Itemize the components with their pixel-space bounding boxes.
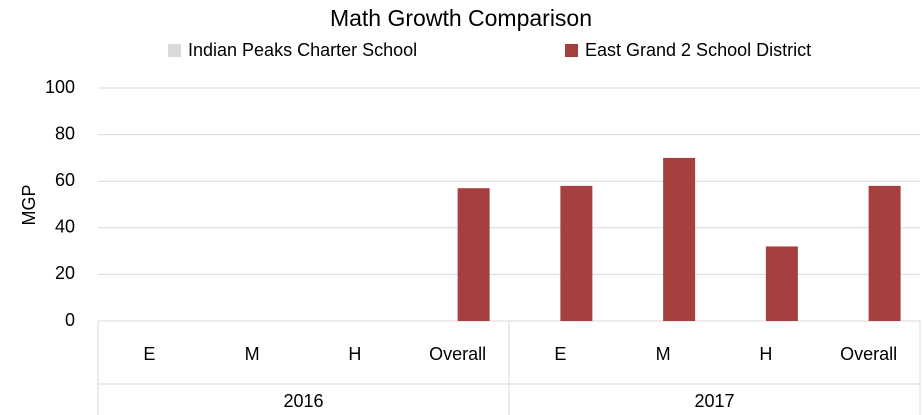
y-tick-label: 20 <box>55 263 75 283</box>
y-tick-label: 80 <box>55 123 75 143</box>
bar <box>765 246 798 321</box>
group-label: 2016 <box>283 391 323 411</box>
bar <box>868 185 901 321</box>
x-tick-label: Overall <box>840 344 897 364</box>
legend-swatch <box>565 44 578 57</box>
x-tick-label: M <box>245 344 260 364</box>
legend-label: East Grand 2 School District <box>585 40 811 60</box>
group-label: 2017 <box>694 391 734 411</box>
legend-label: Indian Peaks Charter School <box>188 40 417 60</box>
bar <box>457 188 490 321</box>
y-tick-label: 100 <box>45 77 75 97</box>
x-tick-label: H <box>759 344 772 364</box>
y-tick-label: 60 <box>55 170 75 190</box>
bar <box>560 185 593 321</box>
y-axis-label: MGP <box>19 184 39 225</box>
x-tick-label: H <box>348 344 361 364</box>
x-tick-label: E <box>143 344 155 364</box>
bar <box>663 157 696 321</box>
x-tick-label: E <box>554 344 566 364</box>
y-tick-label: 0 <box>65 310 75 330</box>
x-tick-label: M <box>656 344 671 364</box>
chart-title: Math Growth Comparison <box>330 5 592 31</box>
y-tick-label: 40 <box>55 217 75 237</box>
legend-swatch <box>168 44 181 57</box>
x-tick-label: Overall <box>429 344 486 364</box>
